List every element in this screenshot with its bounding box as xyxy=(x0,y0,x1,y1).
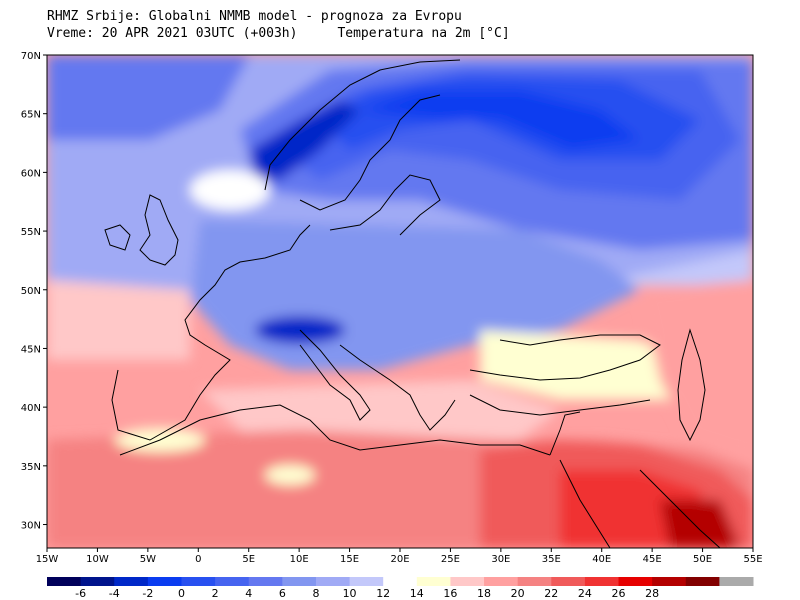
colorbar-swatch xyxy=(47,577,82,586)
colorbar-swatch xyxy=(181,577,216,586)
lat-tick-label: 60N xyxy=(21,168,41,179)
colorbar-label: 20 xyxy=(511,587,525,600)
colorbar-label: 18 xyxy=(477,587,491,600)
lon-tick-label: 35E xyxy=(542,554,561,565)
colorbar-label: 2 xyxy=(212,587,219,600)
colorbar-swatch xyxy=(416,577,451,586)
colorbar-swatch xyxy=(719,577,754,586)
colorbar-label: 12 xyxy=(376,587,390,600)
lon-tick-label: 55E xyxy=(743,554,762,565)
subtitle-line: Vreme: 20 APR 2021 03UTC (+003h) Temperat… xyxy=(47,25,510,42)
colorbar-label: 0 xyxy=(178,587,185,600)
colorbar-swatch xyxy=(685,577,720,586)
colorbar-swatch xyxy=(484,577,519,586)
lon-tick-label: 50E xyxy=(693,554,712,565)
lon-tick-label: 40E xyxy=(592,554,611,565)
colorbar-swatch xyxy=(652,577,687,586)
lon-tick-label: 0 xyxy=(195,554,201,565)
lon-tick-label: 15E xyxy=(340,554,359,565)
lat-tick-label: 50N xyxy=(21,286,41,297)
lat-tick-label: 70N xyxy=(21,51,41,62)
colorbar-label: 10 xyxy=(343,587,357,600)
lat-tick-label: 65N xyxy=(21,110,41,121)
colorbar-swatch xyxy=(517,577,552,586)
colorbar-label: 4 xyxy=(245,587,252,600)
colorbar-label: -4 xyxy=(109,587,120,600)
lat-tick-label: 55N xyxy=(21,227,41,238)
field-name: Temperatura na 2m [°C] xyxy=(337,26,510,41)
colorbar-swatch xyxy=(282,577,317,586)
colorbar-label: 26 xyxy=(612,587,626,600)
colorbar-swatch xyxy=(80,577,115,586)
colorbar: -6 -4 -2 0 2 4 6 8 10 12 14 16 18 20 22 24 26 28 xyxy=(47,577,754,600)
lon-tick-label: 30E xyxy=(491,554,510,565)
colorbar-swatch xyxy=(383,577,418,586)
colorbar-label: -6 xyxy=(75,587,86,600)
lon-tick-label: 5W xyxy=(140,554,156,565)
colorbar-swatch xyxy=(618,577,653,586)
colorbar-swatch xyxy=(349,577,384,586)
longitude-axis: 15W 10W 5W 0 5E 10E 15E 20E 25E 30E 35E 40E 45E 50E 55… xyxy=(36,548,763,565)
colorbar-label: -2 xyxy=(142,587,153,600)
lon-tick-label: 20E xyxy=(390,554,409,565)
colorbar-label: 6 xyxy=(279,587,286,600)
colorbar-swatch xyxy=(551,577,586,586)
lat-tick-label: 45N xyxy=(21,344,41,355)
colorbar-label: 8 xyxy=(312,587,319,600)
valid-time: Vreme: 20 APR 2021 03UTC (+003h) xyxy=(47,26,298,41)
colorbar-swatch xyxy=(450,577,485,586)
colorbar-swatch xyxy=(215,577,250,586)
colorbar-swatch xyxy=(147,577,182,586)
title-block: RHMZ Srbije: Globalni NMMB model - progn… xyxy=(47,8,510,42)
colorbar-swatch xyxy=(248,577,283,586)
colorbar-swatch xyxy=(114,577,149,586)
lon-tick-label: 10W xyxy=(86,554,109,565)
colorbar-label: 22 xyxy=(544,587,558,600)
lon-tick-label: 10E xyxy=(290,554,309,565)
lon-tick-label: 45E xyxy=(643,554,662,565)
map-title: RHMZ Srbije: Globalni NMMB model - progn… xyxy=(47,9,462,24)
colorbar-label: 14 xyxy=(410,587,424,600)
colorbar-swatch xyxy=(315,577,351,586)
lon-tick-label: 25E xyxy=(441,554,460,565)
lat-tick-label: 40N xyxy=(21,403,41,414)
colorbar-swatch xyxy=(584,577,620,586)
lon-tick-label: 15W xyxy=(36,554,59,565)
colorbar-label: 24 xyxy=(578,587,592,600)
lon-tick-label: 5E xyxy=(242,554,255,565)
temperature-field xyxy=(47,55,753,548)
coastlines xyxy=(104,59,721,548)
colorbar-label: 28 xyxy=(645,587,659,600)
latitude-axis: 70N 65N 60N 55N 50N 45N 40N 35N 30N xyxy=(21,51,47,532)
lat-tick-label: 30N xyxy=(21,521,41,532)
lat-tick-label: 35N xyxy=(21,462,41,473)
colorbar-label: 16 xyxy=(443,587,457,600)
